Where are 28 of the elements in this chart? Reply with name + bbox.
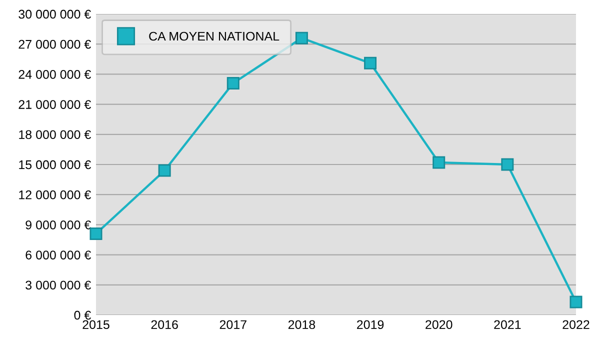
x-tick-label: 2020 — [426, 320, 452, 330]
y-tick-label: 30 000 000 € — [18, 10, 91, 19]
y-tick-label: 0 € — [74, 310, 91, 320]
y-tick-label: 12 000 000 € — [19, 190, 91, 200]
point — [432, 156, 446, 169]
point — [158, 164, 171, 177]
point — [90, 227, 102, 240]
y-tick-label: 9 000 000 € — [26, 220, 91, 230]
point — [501, 158, 514, 171]
x-tick-label: 2015 — [82, 320, 110, 330]
point — [570, 296, 582, 308]
x-tick-label: 2018 — [288, 320, 316, 330]
point — [364, 56, 377, 70]
y-tick-label: 18 000 000 € — [19, 130, 91, 140]
legend-label: CA MOYEN NATIONAL — [149, 32, 280, 41]
y-tick-label: 24 000 000 € — [18, 70, 91, 79]
x-tick-label: 2022 — [562, 320, 590, 330]
x-tick-label: 2021 — [494, 320, 521, 330]
y-tick-label: 21 000 000 € — [18, 100, 91, 109]
y-tick-label: 6 000 000 € — [26, 250, 91, 260]
x-tick-label: 2019 — [357, 320, 384, 330]
point — [226, 76, 240, 90]
x-tick-label: 2017 — [220, 320, 246, 330]
y-tick-label: 3 000 000 € — [26, 280, 91, 290]
y-tick-label: 27 000 000 € — [18, 40, 91, 49]
x-tick-label: 2016 — [151, 320, 178, 330]
y-tick-label: 15 000 000 € — [19, 160, 91, 170]
point — [295, 32, 308, 44]
